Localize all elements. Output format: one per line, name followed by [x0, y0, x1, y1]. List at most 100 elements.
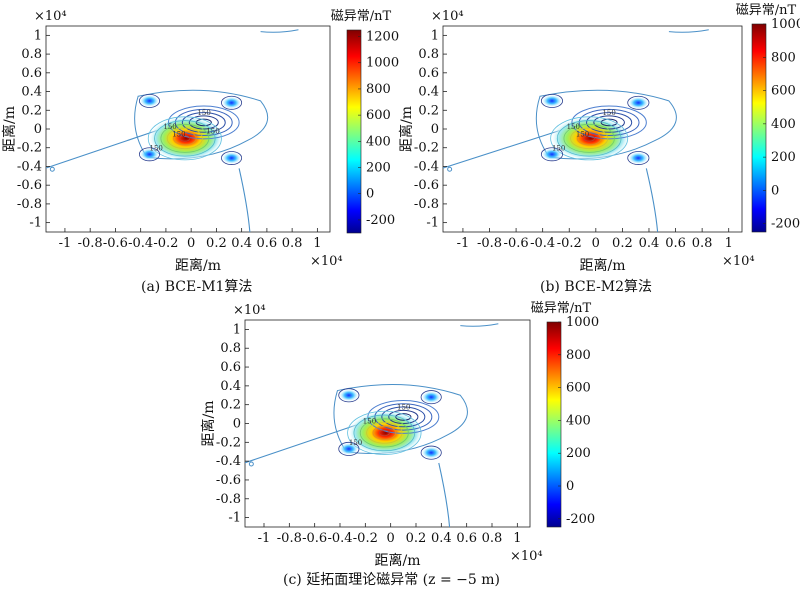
contour-label: 150 [197, 109, 210, 117]
colorbar-tick-label: 0 [566, 479, 574, 494]
x-tick-label: 0 [187, 236, 195, 251]
colorbar-title: 磁异常/nT [736, 3, 797, 18]
y-tick-label: 0.2 [21, 103, 42, 118]
y-axis-label: 距离/m [200, 401, 217, 447]
colorbar-tick-label: -200 [366, 213, 395, 228]
contour-line [571, 105, 647, 140]
colorbar-tick-label: 1000 [566, 315, 599, 330]
y-tick-label: -0.8 [17, 197, 42, 212]
anomaly-blob [140, 95, 159, 107]
anomaly-blob [340, 443, 358, 455]
contour-line [195, 118, 212, 127]
anomaly-blob [140, 148, 159, 160]
x-tick-label: -1 [258, 531, 271, 546]
contour-label: 150 [206, 128, 219, 136]
x-tick-label: -1 [457, 236, 470, 251]
colorbar-tick-label: 0 [771, 183, 779, 198]
x-tick-label: 0.2 [206, 236, 227, 251]
colorbar [546, 321, 562, 528]
colorbar-tick-label: 400 [566, 413, 591, 428]
y-exponent: ×10⁴ [431, 9, 464, 24]
colorbar-tick-label: 1200 [366, 30, 399, 45]
colorbar-title: 磁异常/nT [331, 9, 392, 24]
colorbar-tick-label: 600 [366, 108, 391, 123]
y-tick-label: -0.8 [216, 492, 241, 507]
x-exponent: ×10⁴ [310, 254, 343, 269]
y-tick-label: -1 [426, 216, 439, 231]
colorbar-tick-label: 200 [366, 161, 391, 176]
x-tick-label: 0.6 [257, 236, 278, 251]
x-tick-label: 0 [592, 236, 600, 251]
contour-label: 150 [576, 130, 589, 138]
contour-line [181, 112, 226, 133]
contour-line [381, 406, 426, 428]
anomaly-blob [340, 389, 358, 401]
x-tick-label: 0.8 [282, 236, 303, 251]
contour-line [540, 93, 563, 108]
anomaly-fill [148, 115, 224, 161]
contour-line [338, 441, 360, 456]
x-tick-label: 0.6 [665, 236, 686, 251]
contour-label: 150 [349, 439, 362, 447]
x-exponent: ×10⁴ [722, 254, 755, 269]
contour-line [388, 409, 419, 424]
contour-label: 150 [150, 145, 163, 153]
contour-line [353, 414, 416, 452]
contour-line [359, 418, 409, 448]
contour-line [147, 116, 222, 161]
y-tick-label: 0 [431, 122, 439, 137]
x-axis-label: 距离/m [175, 257, 221, 274]
anomaly-blob [222, 152, 241, 164]
contour-line [563, 123, 615, 153]
x-tick-label: -0.2 [153, 236, 178, 251]
y-tick-label: -0.6 [414, 178, 439, 193]
contour-line [374, 403, 433, 431]
x-tick-label: -0.6 [302, 531, 327, 546]
colorbar-tick-label: 400 [771, 117, 796, 132]
colorbar [346, 29, 362, 234]
contour-line [600, 118, 618, 127]
x-axis-label: 距离/m [375, 552, 421, 569]
y-tick-label: 0.4 [220, 379, 241, 394]
colorbar-tick-label: -200 [566, 512, 595, 527]
y-tick-label: -0.8 [414, 197, 439, 212]
caption-a: (a) BCE-M1算法 [141, 279, 253, 295]
colorbar-tick-label: 1000 [366, 56, 399, 71]
x-tick-label: -0.2 [557, 236, 582, 251]
x-tick-label: -0.4 [530, 236, 555, 251]
y-tick-label: 0.4 [21, 85, 42, 100]
contour-line [167, 105, 240, 140]
y-tick-label: -0.2 [414, 141, 439, 156]
x-tick-label: -0.8 [277, 531, 302, 546]
contour-line [460, 323, 499, 327]
colorbar-tick-label: 1000 [771, 17, 800, 32]
y-tick-label: 0 [233, 417, 241, 432]
y-tick-label: 1 [233, 322, 241, 337]
colorbar [751, 23, 767, 233]
y-tick-label: 0.8 [220, 341, 241, 356]
anomaly-blob [542, 148, 562, 160]
y-tick-label: 0.8 [418, 47, 439, 62]
contour-line [154, 120, 216, 157]
contour-field: 150 150 150 [245, 323, 499, 527]
contour-line [395, 413, 412, 421]
colorbar-title: 磁异常/nT [531, 301, 592, 316]
x-tick-label: -0.4 [128, 236, 153, 251]
contour-line [583, 135, 595, 142]
x-axis-label: 距离/m [580, 257, 626, 274]
anomaly-blob [422, 391, 441, 403]
anomaly-blob [629, 97, 648, 109]
colorbar-tick-label: 600 [771, 84, 796, 99]
contour-label: 150 [172, 130, 185, 138]
anomaly-blob [542, 95, 562, 107]
contour-line [540, 147, 563, 162]
contour-line [378, 429, 390, 437]
contour-line [260, 29, 299, 33]
y-axis-label: 距离/m [1, 106, 18, 152]
colorbar-tick-label: 200 [566, 446, 591, 461]
contour-line [188, 115, 219, 130]
